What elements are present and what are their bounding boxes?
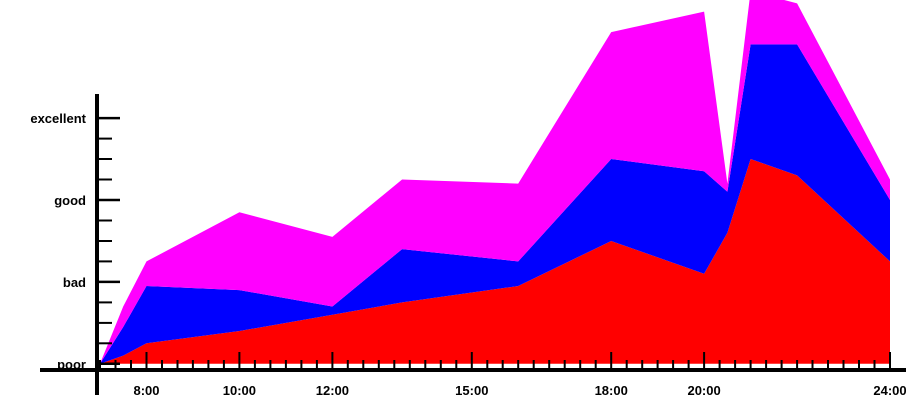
x-tick-label: 24:00 xyxy=(873,383,906,398)
x-tick-label: 8:00 xyxy=(133,383,159,398)
y-tick-label: good xyxy=(54,193,86,208)
area-series-middle xyxy=(100,44,890,364)
x-tick-label: 10:00 xyxy=(223,383,256,398)
x-tick-label: 12:00 xyxy=(316,383,349,398)
x-tick-label: 20:00 xyxy=(687,383,720,398)
y-tick-label: bad xyxy=(63,275,86,290)
y-tick-label: poor xyxy=(57,357,86,372)
area-series-group xyxy=(100,0,890,364)
area-series-bottom xyxy=(100,159,890,364)
tick-labels-group: poor bad good excellent 8:00 10:00 12:00 15:00 1… xyxy=(30,111,906,398)
axes-group xyxy=(40,94,906,395)
x-tick-label: 15:00 xyxy=(455,383,488,398)
y-tick-label: excellent xyxy=(30,111,86,126)
x-tick-label: 18:00 xyxy=(595,383,628,398)
area-series-top xyxy=(100,0,890,364)
tick-marks-group xyxy=(97,116,891,370)
